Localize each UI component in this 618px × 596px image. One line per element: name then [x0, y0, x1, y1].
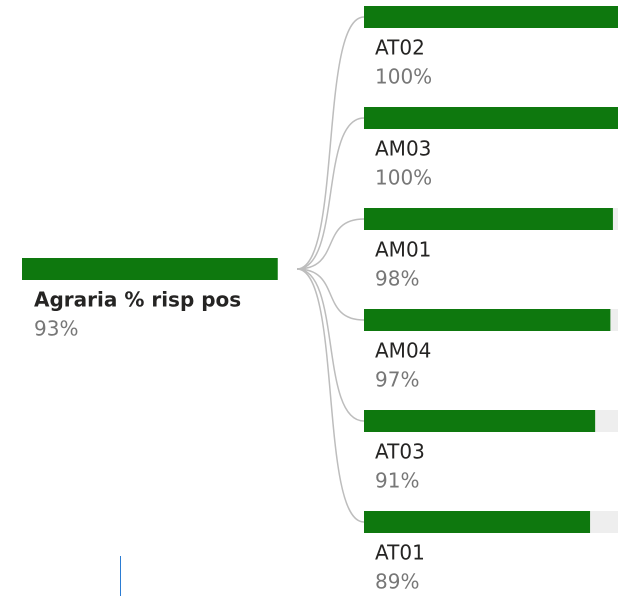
node-label: AM01 [375, 238, 431, 262]
root-label: Agraria % risp pos [34, 288, 241, 312]
connector [296, 268, 365, 321]
connector [296, 268, 365, 523]
bar [364, 511, 591, 533]
node-label: AT02 [375, 36, 425, 60]
node-value-label: 97% [375, 368, 419, 392]
node-label: AM04 [375, 339, 431, 363]
bar [364, 6, 618, 28]
connector [296, 117, 365, 270]
connector [296, 218, 365, 270]
root-value-label: 93% [34, 317, 78, 341]
connector [296, 16, 365, 270]
root-bar [22, 258, 278, 280]
bar [364, 410, 596, 432]
node-value-label: 100% [375, 65, 432, 89]
bar [364, 208, 613, 230]
node-label: AT03 [375, 440, 425, 464]
node-label: AM03 [375, 137, 431, 161]
bar [364, 309, 611, 331]
connector [296, 268, 365, 422]
node-value-label: 91% [375, 469, 419, 493]
bar [364, 107, 618, 129]
node-value-label: 98% [375, 267, 419, 291]
node-label: AT01 [375, 541, 425, 565]
node-value-label: 100% [375, 166, 432, 190]
node-value-label: 89% [375, 570, 419, 594]
